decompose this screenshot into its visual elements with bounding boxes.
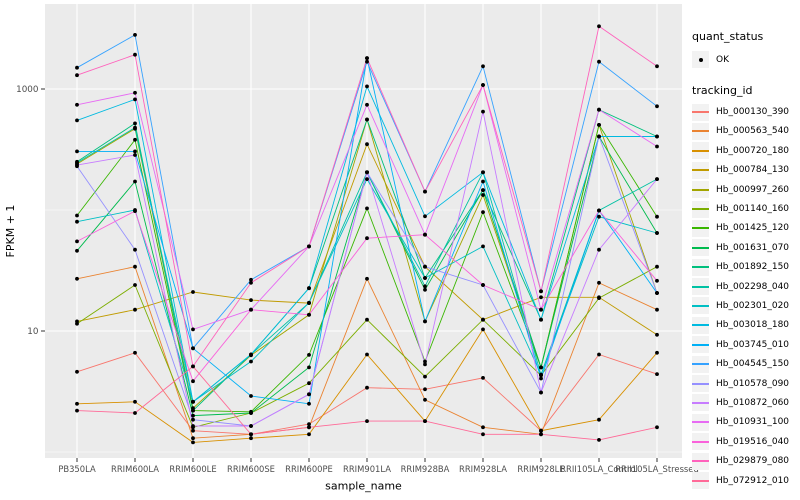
x-axis-labels: PB350LA RRIM600LA RRIM600LE RRIM600SE RRIM60… xyxy=(58,458,699,474)
svg-text:RRIM600PE: RRIM600PE xyxy=(285,464,333,474)
svg-text:RRII105LA_Control: RRII105LA_Control xyxy=(560,464,638,474)
legend-item: Hb_002301_020 xyxy=(692,296,798,315)
svg-text:10: 10 xyxy=(27,327,39,337)
series-color-swatch xyxy=(692,336,709,354)
legend-item-label: Hb_000784_130 xyxy=(716,165,790,176)
legend-item-label: Hb_004545_150 xyxy=(716,359,790,370)
svg-text:1000: 1000 xyxy=(16,85,39,95)
legend-item: Hb_004545_150 xyxy=(692,354,798,373)
legend-item-label: Hb_001631_070 xyxy=(716,242,790,253)
legend-item: Hb_001631_070 xyxy=(692,238,798,257)
legend-item: Hb_001140_160 xyxy=(692,199,798,218)
series-color-swatch xyxy=(692,122,709,140)
legend-item: Hb_000784_130 xyxy=(692,161,798,180)
svg-text:RRIM600LE: RRIM600LE xyxy=(169,464,216,474)
legend-title-tracking-id: tracking_id xyxy=(692,84,753,98)
legend-item: Hb_001425_120 xyxy=(692,219,798,238)
gridlines xyxy=(45,4,682,458)
series-color-swatch xyxy=(692,103,709,121)
legend-item-label: Hb_001140_160 xyxy=(716,204,790,215)
series-color-swatch xyxy=(692,433,709,451)
legend-item: Hb_019516_040 xyxy=(692,432,798,451)
series-color-swatch xyxy=(692,181,709,199)
legend-item-label: Hb_019516_040 xyxy=(716,436,790,447)
legend-item: Hb_010872_060 xyxy=(692,393,798,412)
legend-item: Hb_000563_540 xyxy=(692,122,798,141)
legend-item-label: Hb_000720_180 xyxy=(716,145,790,156)
legend-item: Hb_002298_040 xyxy=(692,277,798,296)
legend-item-label: Hb_010578_090 xyxy=(716,378,790,389)
series-color-swatch xyxy=(692,355,709,373)
legend-item-label: Hb_029879_080 xyxy=(716,456,790,467)
svg-text:RRIM928LA: RRIM928LA xyxy=(459,464,507,474)
legend-item: Hb_072912_010 xyxy=(692,471,798,490)
series-color-swatch xyxy=(692,278,709,296)
series-color-swatch xyxy=(692,200,709,218)
x-axis-title: sample_name xyxy=(325,480,402,493)
legend-item: Hb_003745_010 xyxy=(692,335,798,354)
series-color-swatch xyxy=(692,161,709,179)
legend-item-label: Hb_002298_040 xyxy=(716,281,790,292)
svg-text:RRIM928BA: RRIM928BA xyxy=(401,464,450,474)
y-axis-title: FPKM + 1 xyxy=(4,205,17,258)
legend-item: Hb_000130_390 xyxy=(692,102,798,121)
legend-item-label: Hb_010872_060 xyxy=(716,397,790,408)
series-color-swatch xyxy=(692,452,709,470)
point-icon xyxy=(698,57,703,62)
legend-item-ok: OK xyxy=(692,50,798,69)
series-color-swatch xyxy=(692,258,709,276)
legend-item-label: Hb_010931_100 xyxy=(716,417,790,428)
svg-text:RRIM600LA: RRIM600LA xyxy=(111,464,159,474)
legend-item-label: Hb_002301_020 xyxy=(716,300,790,311)
legend-item: Hb_010578_090 xyxy=(692,374,798,393)
data-points xyxy=(75,24,659,445)
legend-item-label: Hb_001425_120 xyxy=(716,223,790,234)
legend-item-label: OK xyxy=(716,54,729,65)
series-color-swatch xyxy=(692,375,709,393)
legend: quant_status OK tracking_id Hb_000130_39… xyxy=(692,30,798,490)
series-color-swatch xyxy=(692,219,709,237)
legend-item-label: Hb_001892_150 xyxy=(716,262,790,273)
tracking-id-entries: Hb_000130_390 Hb_000563_540 Hb_000720_18… xyxy=(692,102,798,490)
series-color-swatch xyxy=(692,394,709,412)
y-axis-labels: 10 1000 xyxy=(16,85,45,337)
legend-item-label: Hb_000997_260 xyxy=(716,184,790,195)
series-color-swatch xyxy=(692,413,709,431)
legend-title-quant-status: quant_status xyxy=(692,30,764,43)
legend-item: Hb_000720_180 xyxy=(692,141,798,160)
series-color-swatch xyxy=(692,472,709,489)
svg-text:RRII105LA_Stressed: RRII105LA_Stressed xyxy=(615,464,699,474)
legend-item: Hb_010931_100 xyxy=(692,413,798,432)
legend-item-label: Hb_072912_010 xyxy=(716,475,790,486)
legend-item-label: Hb_003745_010 xyxy=(716,339,790,350)
legend-item: Hb_000997_260 xyxy=(692,180,798,199)
legend-item-label: Hb_000563_540 xyxy=(716,126,790,137)
series-color-swatch xyxy=(692,142,709,160)
legend-item: Hb_029879_080 xyxy=(692,451,798,470)
svg-text:PB350LA: PB350LA xyxy=(58,464,96,474)
ok-point-marker xyxy=(692,51,709,69)
series-color-swatch xyxy=(692,239,709,257)
svg-text:RRIM901LA: RRIM901LA xyxy=(343,464,391,474)
svg-text:RRIM928LE: RRIM928LE xyxy=(517,464,564,474)
legend-item-label: Hb_003018_180 xyxy=(716,320,790,331)
svg-text:RRIM600SE: RRIM600SE xyxy=(227,464,275,474)
legend-item: Hb_003018_180 xyxy=(692,316,798,335)
series-color-swatch xyxy=(692,316,709,334)
series-color-swatch xyxy=(692,297,709,315)
legend-item: Hb_001892_150 xyxy=(692,258,798,277)
legend-item-label: Hb_000130_390 xyxy=(716,107,790,118)
